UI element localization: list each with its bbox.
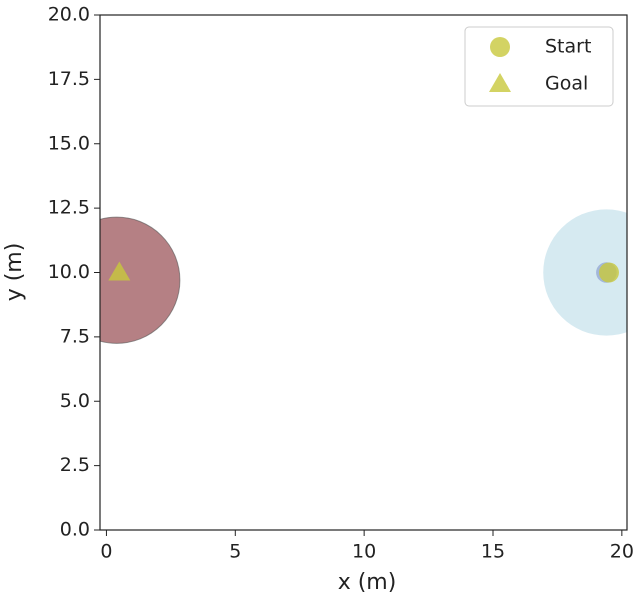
legend-marker — [489, 73, 511, 92]
plot-frame — [99, 14, 628, 531]
y-tick-label: 10.0 — [48, 261, 90, 283]
point — [598, 262, 619, 283]
y-tick-label: 12.5 — [48, 197, 90, 219]
region — [543, 209, 627, 336]
y-axis-label: y (m) — [2, 243, 27, 302]
y-tick-label: 2.5 — [60, 454, 90, 476]
region — [100, 216, 181, 344]
y-tick-label: 7.5 — [60, 325, 90, 347]
legend-label: Start — [545, 36, 591, 58]
x-tick-label: 5 — [229, 541, 241, 563]
legend-marker — [490, 37, 510, 57]
x-tick-label: 15 — [481, 541, 505, 563]
legend-label: Goal — [545, 73, 588, 95]
x-tick-label: 10 — [352, 541, 376, 563]
x-tick-label: 20 — [610, 541, 634, 563]
x-axis-label: x (m) — [338, 570, 397, 595]
y-tick-label: 0.0 — [60, 519, 90, 541]
y-tick-label: 15.0 — [48, 132, 90, 154]
plot-area — [100, 209, 627, 344]
point — [108, 261, 131, 281]
x-tick-label: 0 — [100, 541, 112, 563]
y-tick-label: 17.5 — [48, 68, 90, 90]
y-tick-label: 5.0 — [60, 390, 90, 412]
y-tick-label: 20.0 — [48, 4, 90, 26]
